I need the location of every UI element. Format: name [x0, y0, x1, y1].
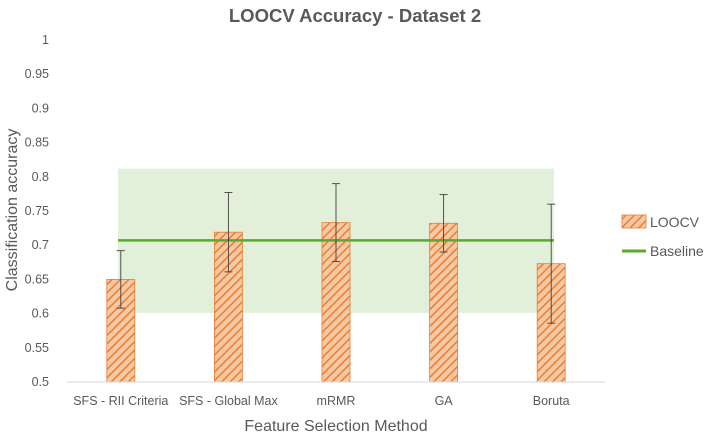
legend-label-baseline: Baseline — [650, 243, 704, 259]
y-tick-label: 0.85 — [25, 136, 49, 150]
y-tick-label: 0.6 — [32, 307, 49, 321]
x-tick-label: Boruta — [533, 394, 570, 408]
y-axis-title: Classification accuracy — [4, 129, 21, 292]
legend: LOOCV Baseline — [621, 214, 704, 259]
x-axis-title: Feature Selection Method — [244, 418, 427, 434]
error-bar-4 — [547, 203, 556, 324]
chart-title: LOOCV Accuracy - Dataset 2 — [229, 5, 481, 26]
y-tick-label: 0.8 — [32, 170, 49, 184]
y-tick-label: 0.55 — [25, 341, 49, 355]
y-tick-label: 0.75 — [25, 204, 49, 218]
x-tick-label: SFS - RII Criteria — [73, 394, 168, 408]
legend-swatch-loocv — [621, 214, 647, 229]
error-bar-0 — [116, 250, 125, 309]
y-tick-label: 0.95 — [25, 67, 49, 81]
y-tick-label: 0.5 — [32, 375, 49, 389]
x-tick-label: SFS - Global Max — [179, 394, 278, 408]
legend-label-loocv: LOOCV — [650, 214, 700, 230]
y-tick-label: 0.7 — [32, 238, 49, 252]
error-bar-2 — [332, 183, 340, 263]
error-bar-3 — [439, 194, 448, 253]
x-tick-label: GA — [435, 394, 454, 408]
y-tick-label: 0.65 — [25, 272, 49, 286]
error-bar-1 — [224, 192, 233, 273]
x-tick-label: mRMR — [317, 394, 356, 408]
y-tick-label: 1 — [42, 33, 49, 47]
y-tick-label: 0.9 — [32, 101, 49, 115]
